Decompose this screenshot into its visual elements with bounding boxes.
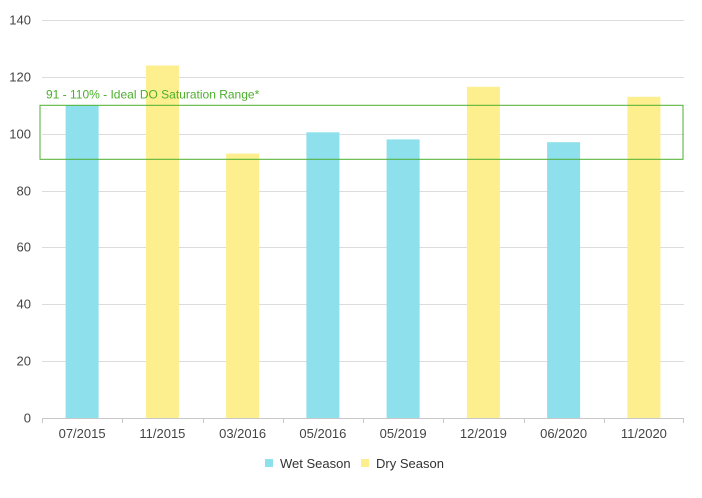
- y-tick-label-0: 0: [24, 411, 31, 426]
- x-tick-label-11-2020: 11/2020: [621, 426, 667, 441]
- legend-swatch-wet-season: [265, 459, 273, 467]
- x-tick-label-07-2015: 07/2015: [59, 426, 106, 441]
- y-tick-label-120: 120: [9, 70, 31, 85]
- bar-05-2019: [386, 139, 420, 418]
- y-tick-label-100: 100: [9, 127, 31, 142]
- y-tick-label-140: 140: [9, 13, 31, 28]
- x-tick-label-06-2020: 06/2020: [540, 426, 587, 441]
- legend-label-wet-season: Wet Season: [280, 456, 351, 471]
- x-axis: 07/2015 11/2015 03/2016 05/2016 05/2019 12/20…: [42, 418, 684, 441]
- y-tick-label-60: 60: [17, 240, 31, 255]
- ideal-range-rect: [39, 104, 684, 160]
- x-tick-label-05-2019: 05/2019: [380, 426, 427, 441]
- y-tick-label-20: 20: [17, 354, 31, 369]
- y-axis: 0 20 40 60 80 100 120 140: [9, 13, 31, 426]
- ideal-range-label: 91 - 110% - Ideal DO Saturation Range*: [46, 87, 260, 101]
- bars: [65, 65, 661, 419]
- ideal-range-band: 91 - 110% - Ideal DO Saturation Range*: [39, 87, 684, 160]
- x-tick-label-05-2016: 05/2016: [299, 426, 346, 441]
- legend-label-dry-season: Dry Season: [376, 456, 444, 471]
- x-tick-label-12-2019: 12/2019: [460, 426, 507, 441]
- bar-06-2020: [547, 142, 581, 418]
- x-tick-label-11-2015: 11/2015: [139, 426, 185, 441]
- legend: Wet Season Dry Season: [265, 456, 444, 471]
- bar-11-2015: [145, 65, 179, 418]
- y-tick-label-40: 40: [17, 297, 31, 312]
- gridlines: [42, 20, 684, 419]
- x-tick-label-03-2016: 03/2016: [219, 426, 266, 441]
- bar-12-2019: [466, 86, 500, 419]
- bar-03-2016: [226, 153, 260, 418]
- legend-swatch-dry-season: [361, 459, 369, 467]
- bar-07-2015: [65, 105, 99, 419]
- bar-05-2016: [306, 132, 340, 419]
- bar-11-2020: [627, 96, 661, 419]
- y-tick-label-80: 80: [17, 184, 31, 199]
